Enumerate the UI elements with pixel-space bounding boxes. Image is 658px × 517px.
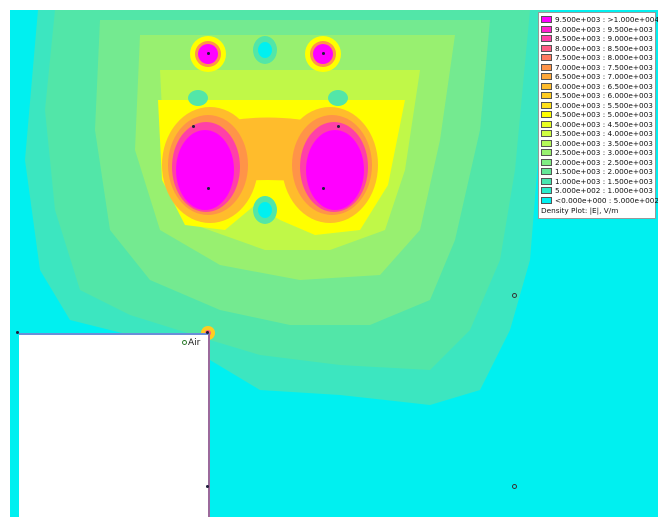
- legend-row: 8.500e+003 : 9.000e+003: [541, 34, 653, 44]
- legend-row: 6.500e+003 : 7.000e+003: [541, 72, 653, 82]
- legend-row: <0.000e+000 : 5.000e+002: [541, 196, 658, 206]
- legend-label: 3.500e+003 : 4.000e+003: [555, 129, 653, 139]
- legend-label: 5.000e+002 : 1.000e+003: [555, 186, 653, 196]
- node[interactable]: [512, 484, 517, 489]
- legend-label: <0.000e+000 : 5.000e+002: [555, 195, 658, 205]
- node[interactable]: [512, 293, 517, 298]
- legend-row: 9.500e+003 : >1.000e+004: [541, 15, 658, 25]
- legend-row: 3.000e+003 : 3.500e+003: [541, 139, 653, 149]
- legend-label: 5.500e+003 : 6.000e+003: [555, 91, 653, 101]
- legend-swatch: [541, 187, 552, 195]
- legend-label: 1.500e+003 : 2.000e+003: [555, 167, 653, 177]
- legend-title: Density Plot: |E|, V/m: [541, 206, 619, 215]
- air-region[interactable]: [19, 333, 210, 517]
- node[interactable]: [207, 52, 210, 55]
- legend-label: 2.000e+003 : 2.500e+003: [555, 157, 653, 167]
- legend-swatch: [541, 35, 552, 43]
- legend-swatch: [541, 16, 552, 24]
- legend-label: 4.000e+003 : 4.500e+003: [555, 119, 653, 129]
- legend-label: 3.000e+003 : 3.500e+003: [555, 138, 653, 148]
- region-label-text: Air: [188, 338, 201, 348]
- legend-swatch: [541, 158, 552, 166]
- legend-row: 5.500e+003 : 6.000e+003: [541, 91, 653, 101]
- legend-swatch: [541, 101, 552, 109]
- legend-row: 7.500e+003 : 8.000e+003: [541, 53, 653, 63]
- legend-label: 9.000e+003 : 9.500e+003: [555, 24, 653, 34]
- legend-label: 2.500e+003 : 3.000e+003: [555, 148, 653, 158]
- legend-swatch: [541, 111, 552, 119]
- legend-swatch: [541, 25, 552, 33]
- legend-label: 6.500e+003 : 7.000e+003: [555, 72, 653, 82]
- legend-row: 4.000e+003 : 4.500e+003: [541, 120, 653, 130]
- region-marker-icon: [182, 340, 187, 345]
- legend-swatch: [541, 196, 552, 204]
- legend-row: 2.500e+003 : 3.000e+003: [541, 148, 653, 158]
- legend-row: 1.500e+003 : 2.000e+003: [541, 167, 653, 177]
- field-low-spot-top-inner: [258, 42, 272, 58]
- legend-row: 3.500e+003 : 4.000e+003: [541, 129, 653, 139]
- node[interactable]: [192, 125, 195, 128]
- legend-label: 7.500e+003 : 8.000e+003: [555, 53, 653, 63]
- region-label: Air: [182, 338, 200, 348]
- legend-swatch: [541, 177, 552, 185]
- legend-swatch: [541, 63, 552, 71]
- legend-label: 8.000e+003 : 8.500e+003: [555, 43, 653, 53]
- legend-label: 8.500e+003 : 9.000e+003: [555, 34, 653, 44]
- legend: 9.500e+003 : >1.000e+004 9.000e+003 : 9.5…: [538, 12, 658, 219]
- legend-swatch: [541, 82, 552, 90]
- field-low-spot-right: [328, 90, 348, 106]
- legend-rows: 9.500e+003 : >1.000e+004 9.000e+003 : 9.5…: [541, 15, 658, 206]
- legend-swatch: [541, 73, 552, 81]
- field-low-spot-bottom-inner: [258, 202, 272, 218]
- legend-swatch: [541, 120, 552, 128]
- node[interactable]: [207, 187, 210, 190]
- legend-swatch: [541, 44, 552, 52]
- node[interactable]: [16, 331, 19, 334]
- density-plot: [25, 10, 550, 405]
- legend-row: 8.000e+003 : 8.500e+003: [541, 44, 653, 54]
- legend-swatch: [541, 149, 552, 157]
- legend-row: 7.000e+003 : 7.500e+003: [541, 63, 653, 73]
- node[interactable]: [206, 331, 209, 334]
- field-core-left-hot: [176, 130, 234, 210]
- legend-row: 2.000e+003 : 2.500e+003: [541, 158, 653, 168]
- legend-swatch: [541, 168, 552, 176]
- legend-row: 6.000e+003 : 6.500e+003: [541, 82, 653, 92]
- legend-label: 9.500e+003 : >1.000e+004: [555, 15, 658, 25]
- legend-swatch: [541, 54, 552, 62]
- legend-label: 7.000e+003 : 7.500e+003: [555, 62, 653, 72]
- legend-row: 9.000e+003 : 9.500e+003: [541, 25, 653, 35]
- legend-label: 6.000e+003 : 6.500e+003: [555, 81, 653, 91]
- node[interactable]: [337, 125, 340, 128]
- field-core-right-hot: [306, 130, 364, 210]
- legend-label: 4.500e+003 : 5.000e+003: [555, 110, 653, 120]
- legend-swatch: [541, 139, 552, 147]
- legend-row: 1.000e+003 : 1.500e+003: [541, 177, 653, 187]
- node[interactable]: [206, 485, 209, 488]
- legend-swatch: [541, 92, 552, 100]
- legend-label: 1.000e+003 : 1.500e+003: [555, 176, 653, 186]
- legend-swatch: [541, 130, 552, 138]
- node[interactable]: [322, 187, 325, 190]
- node[interactable]: [322, 52, 325, 55]
- legend-row: 5.000e+002 : 1.000e+003: [541, 186, 653, 196]
- field-low-spot-left: [188, 90, 208, 106]
- legend-row: 5.000e+003 : 5.500e+003: [541, 101, 653, 111]
- legend-label: 5.000e+003 : 5.500e+003: [555, 100, 653, 110]
- legend-row: 4.500e+003 : 5.000e+003: [541, 110, 653, 120]
